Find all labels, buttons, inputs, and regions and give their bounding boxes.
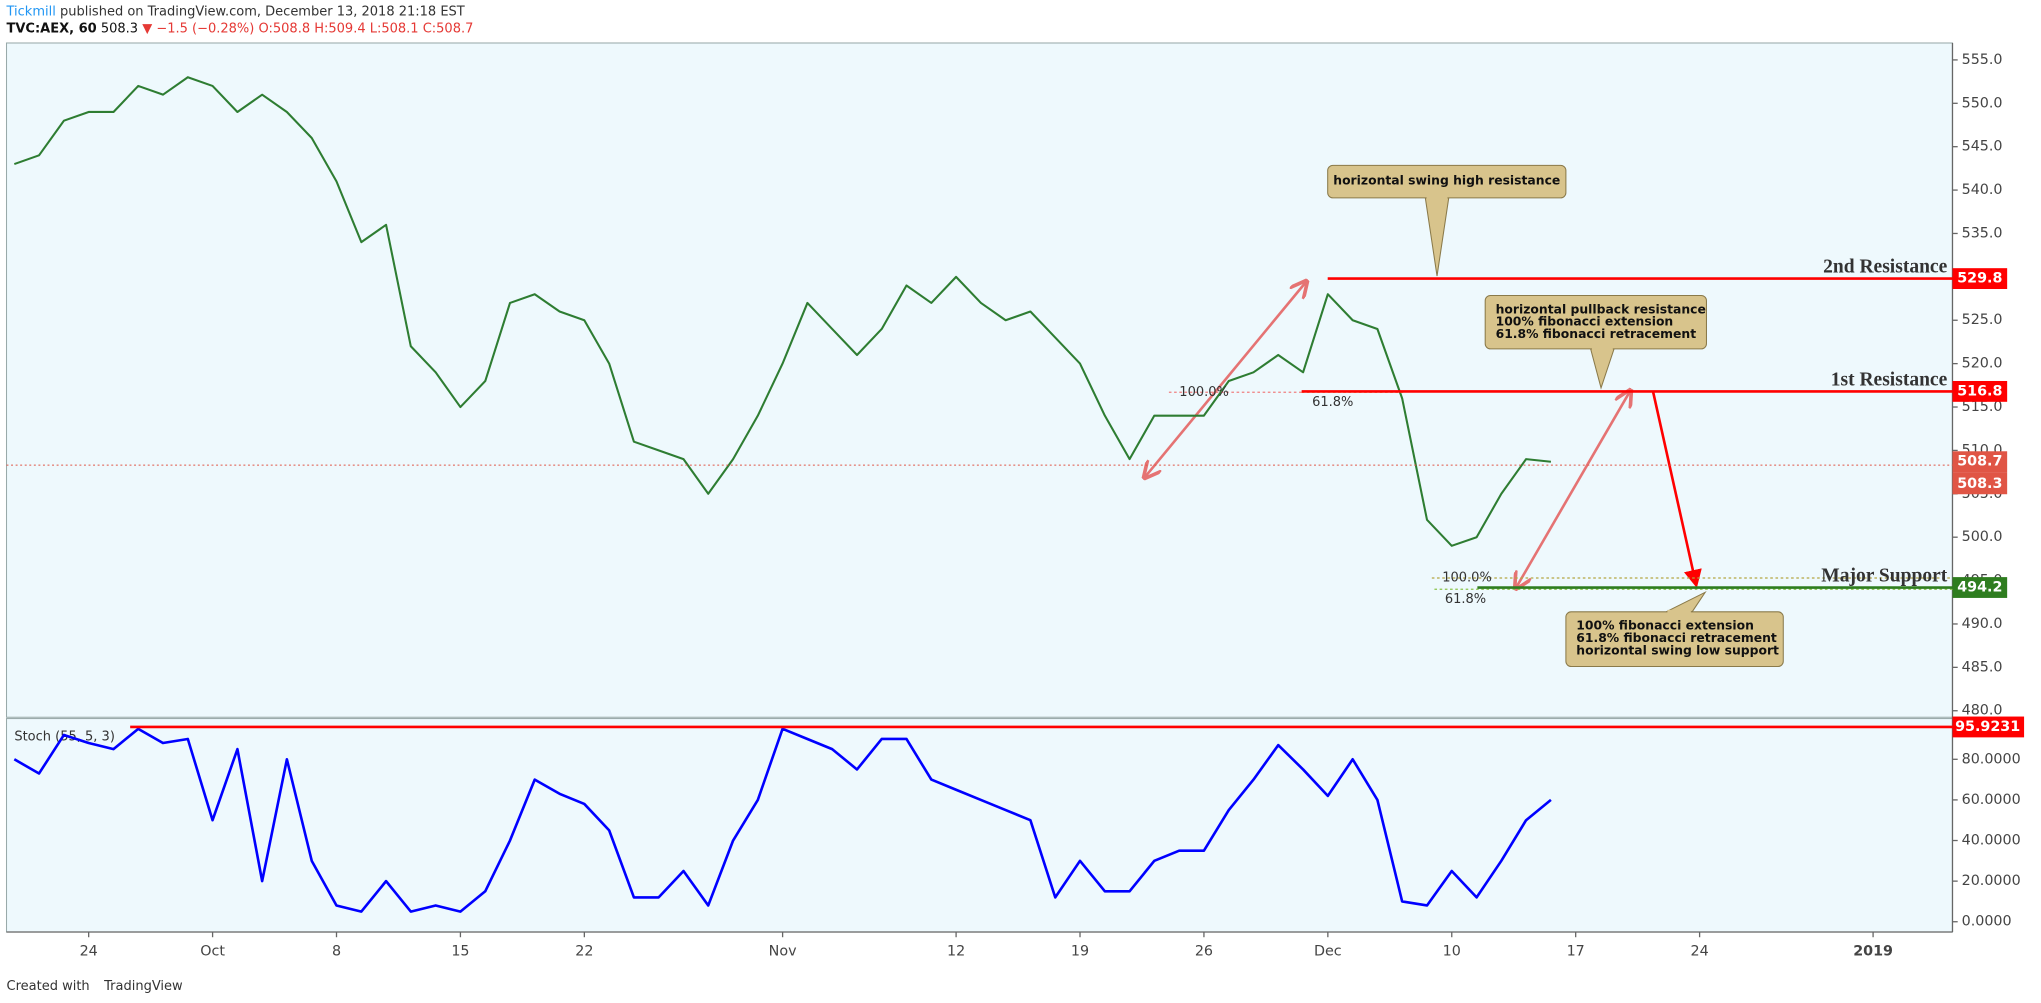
header-line-2: TVC:AEX, 60 508.3 ▼ −1.5 (−0.28%) O:508.… <box>7 21 474 36</box>
level-tag <box>1952 577 2008 598</box>
publisher[interactable]: Tickmill <box>6 4 56 19</box>
stoch-level-tag-label: 95.9231 <box>1955 719 2020 735</box>
y-tick-label: 555.0 <box>1962 52 2003 68</box>
callout: horizontal swing high resistance <box>1327 164 1567 277</box>
header-line-1: Tickmill published on TradingView.com, D… <box>6 4 465 19</box>
stoch-line <box>13 727 1552 913</box>
y-tick-label: 500.0 <box>1962 529 2003 545</box>
level-tag-label: 516.8 <box>1957 383 2002 399</box>
x-tick-label: 24 <box>80 944 98 960</box>
projection-arrow <box>1516 392 1629 587</box>
level-name: Major Support <box>1821 566 1947 587</box>
fib-label: 61.8% <box>1312 395 1353 410</box>
projection-arrow <box>1145 282 1305 476</box>
callout-text: horizontal pullback resistance <box>1496 302 1706 316</box>
callout-text: horizontal swing high resistance <box>1333 173 1560 187</box>
y-tick-label: 550.0 <box>1962 95 2003 111</box>
x-tick-label: Dec <box>1314 944 1342 960</box>
last-price-tag-label: 508.7 <box>1957 454 2002 470</box>
y2-tick-label: 0.0000 <box>1962 914 2012 930</box>
price-tag-label: 508.3 <box>1957 476 2002 492</box>
callout-seam <box>1591 346 1613 351</box>
x-tick-label: 22 <box>575 944 593 960</box>
footer-brand[interactable]: TradingView <box>103 979 183 994</box>
y2-tick-label: 60.0000 <box>1962 792 2021 808</box>
callout-text: horizontal swing low support <box>1576 643 1779 657</box>
callout-text: 61.8% fibonacci retracement <box>1576 631 1777 645</box>
y2-tick-label: 20.0000 <box>1962 873 2021 889</box>
fib-label: 100.0% <box>1179 385 1229 400</box>
price: 508.3 <box>101 21 138 36</box>
stoch-label: Stoch (55, 5, 3) <box>14 729 115 744</box>
x-tick-label: 15 <box>451 944 469 960</box>
stoch-panel <box>5 718 1954 933</box>
x-tick-label: 12 <box>947 944 965 960</box>
x-tick-label: 26 <box>1195 944 1213 960</box>
level-tag-label: 529.8 <box>1957 271 2002 287</box>
y-tick-label: 520.0 <box>1962 356 2003 372</box>
level-name: 1st Resistance <box>1831 369 1948 390</box>
y2-tick-label: 40.0000 <box>1962 833 2021 849</box>
last-price-tag <box>1952 451 2008 473</box>
level-tag-label: 494.2 <box>1957 580 2002 596</box>
callout-text: 100% fibonacci extension <box>1496 315 1674 329</box>
symbol: TVC:AEX, 60 <box>7 21 97 36</box>
projection-arrow <box>1651 391 1702 589</box>
x-tick-label: 2019 <box>1853 944 1893 960</box>
callout-seam <box>1667 609 1691 614</box>
price-panel <box>5 42 1954 718</box>
byline: published on TradingView.com, December 1… <box>56 4 465 19</box>
stoch-level-tag <box>1952 716 2025 738</box>
callout-text: 100% fibonacci extension <box>1576 619 1754 633</box>
x-tick-label: 17 <box>1567 944 1585 960</box>
y-tick-label: 485.0 <box>1962 659 2003 675</box>
level-tag <box>1952 268 2008 290</box>
ohlc: O:508.8 H:509.4 L:508.1 C:508.7 <box>259 21 474 36</box>
price-tag <box>1952 472 2008 495</box>
y-tick-label: 490.0 <box>1962 616 2003 632</box>
x-tick-label: 24 <box>1690 944 1708 960</box>
y-tick-label: 480.0 <box>1962 703 2003 719</box>
level-tag <box>1952 380 2008 402</box>
level-name: 2nd Resistance <box>1823 257 1947 278</box>
callout-seam <box>1426 195 1448 200</box>
x-tick-label: Nov <box>769 944 797 960</box>
fib-label: 100.0% <box>1442 570 1492 585</box>
callout-text: 61.8% fibonacci retracement <box>1496 327 1697 341</box>
change: ▼ −1.5 (−0.28%) <box>142 21 254 36</box>
price-line <box>13 76 1552 547</box>
x-tick-label: 8 <box>332 944 341 960</box>
y2-tick-label: 80.0000 <box>1962 751 2021 767</box>
y-tick-label: 545.0 <box>1962 139 2003 155</box>
footer-created: Created with <box>7 979 90 994</box>
x-tick-label: 10 <box>1443 944 1461 960</box>
y-tick-label: 540.0 <box>1962 182 2003 198</box>
fib-label: 61.8% <box>1445 592 1486 607</box>
y-tick-label: 515.0 <box>1962 399 2003 415</box>
x-tick-label: 19 <box>1071 944 1089 960</box>
y-tick-label: 535.0 <box>1962 225 2003 241</box>
x-tick-label: Oct <box>200 944 225 960</box>
y-tick-label: 525.0 <box>1962 312 2003 328</box>
